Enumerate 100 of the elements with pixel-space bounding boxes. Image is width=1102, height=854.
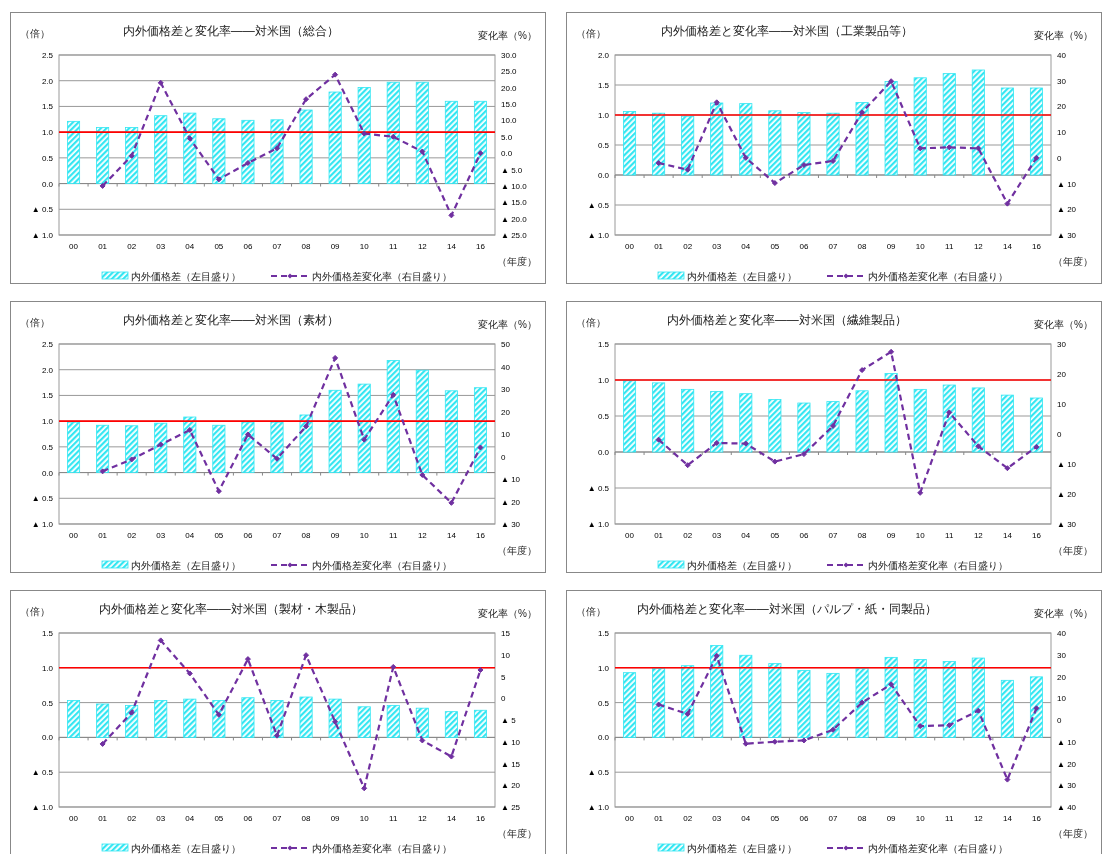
bar [681, 388, 695, 453]
bar [415, 707, 429, 738]
bar [739, 103, 753, 176]
x-tick-label: 07 [828, 242, 838, 251]
y2-tick-label: 50 [501, 340, 511, 349]
y2-tick-label: ▲ 20.0 [501, 214, 528, 224]
bar [826, 672, 840, 738]
bar [96, 424, 110, 473]
point [655, 436, 662, 443]
x-tick-label: 08 [857, 242, 868, 251]
x-tick-label: 16 [476, 814, 486, 823]
x-tick-label: 04 [741, 242, 751, 251]
x-tick-label: 14 [1002, 531, 1013, 540]
point [99, 468, 106, 475]
point [859, 699, 866, 706]
bar [623, 380, 637, 453]
y2-tick-label: 0 [1057, 153, 1062, 163]
y-tick-label: 0.5 [41, 153, 54, 163]
bar [884, 373, 898, 453]
y-tick-label: 1.5 [41, 629, 54, 638]
y-tick-label: ▲ 1.0 [587, 803, 610, 812]
bar [299, 696, 313, 738]
bar [473, 709, 487, 738]
x-tick-label: 11 [389, 531, 398, 540]
point [830, 726, 836, 733]
x-tick-label: 03 [712, 242, 722, 251]
legend-label: 内外価格差変化率（右目盛り） [312, 560, 452, 571]
x-tick-label: 00 [625, 531, 635, 540]
x-tick-label: 10 [359, 242, 370, 251]
y-tick-label: 1.5 [597, 629, 610, 638]
point [186, 426, 193, 433]
y-tick-label: 1.5 [41, 391, 54, 401]
point [713, 440, 720, 446]
y2-tick-label: 20.0 [501, 83, 518, 93]
point [99, 182, 106, 189]
bar [415, 369, 429, 473]
point [361, 130, 368, 137]
point [975, 443, 982, 450]
x-tick-label: 08 [857, 531, 868, 540]
x-tick-label: 06 [799, 242, 809, 251]
y-tick-label: ▲ 0.5 [31, 768, 54, 778]
y2-tick-label: ▲ 20 [501, 497, 521, 507]
y-tick-label: 2.5 [41, 340, 54, 349]
point [742, 154, 749, 161]
bar [67, 700, 81, 738]
x-tick-label: 04 [185, 814, 195, 823]
bar [67, 120, 81, 184]
x-tick-label: 03 [712, 814, 722, 823]
y2-tick-label: 30 [1057, 340, 1067, 349]
bar [1000, 679, 1014, 738]
y2-tick-label: 10 [501, 430, 511, 439]
y2-tick-label: 0.0 [501, 149, 513, 159]
x-tick-label: 07 [272, 531, 282, 540]
bar [96, 703, 110, 738]
y2-tick-label: 30 [1057, 650, 1067, 660]
bar [971, 387, 985, 453]
y-tick-label: ▲ 1.0 [587, 520, 610, 529]
y-tick-label: 0.5 [597, 698, 610, 708]
point [477, 666, 484, 673]
x-tick-label: 11 [945, 814, 954, 823]
y-axis-title: （倍） [576, 606, 606, 617]
x-tick-label: 11 [945, 531, 954, 540]
x-axis-title: （年度） [1053, 545, 1093, 556]
y2-tick-label: ▲ 10 [501, 737, 521, 747]
bar [942, 73, 956, 176]
point [888, 348, 895, 355]
y-tick-label: 1.5 [597, 81, 610, 90]
y-tick-label: 0.0 [597, 448, 610, 457]
bar [444, 711, 458, 738]
x-tick-label: 10 [915, 814, 926, 823]
y2-tick-label: ▲ 20 [501, 781, 521, 791]
y-axis-title: （倍） [20, 317, 50, 328]
bar [913, 388, 927, 453]
y2-tick-label: 20 [1057, 102, 1067, 112]
y-tick-label: ▲ 1.0 [587, 231, 610, 240]
y-tick-label: 1.0 [597, 663, 610, 673]
y2-axis-title: 変化率（%） [478, 319, 537, 330]
x-tick-label: 16 [476, 242, 486, 251]
legend-label: 内外価格差変化率（右目盛り） [312, 271, 452, 282]
bar [826, 112, 840, 176]
x-tick-label: 09 [330, 531, 341, 540]
y-tick-label: 1.0 [41, 128, 54, 138]
y2-tick-label: ▲ 15.0 [501, 198, 528, 208]
x-tick-label: 04 [185, 242, 195, 251]
point [303, 652, 310, 659]
bar [826, 401, 840, 453]
point [419, 148, 426, 155]
bar [971, 657, 985, 738]
point [713, 652, 720, 659]
x-axis-title: （年度） [497, 256, 537, 267]
y2-tick-label: 40 [501, 362, 511, 372]
point [303, 96, 310, 103]
chart-title: 内外価格差と変化率――対米国（総合） [122, 24, 339, 38]
bar [386, 704, 400, 738]
legend-label: 内外価格差変化率（右目盛り） [868, 560, 1008, 571]
point [244, 431, 251, 438]
point [975, 145, 982, 152]
x-tick-label: 06 [799, 814, 809, 823]
x-tick-label: 04 [185, 531, 195, 540]
bar [710, 391, 724, 453]
